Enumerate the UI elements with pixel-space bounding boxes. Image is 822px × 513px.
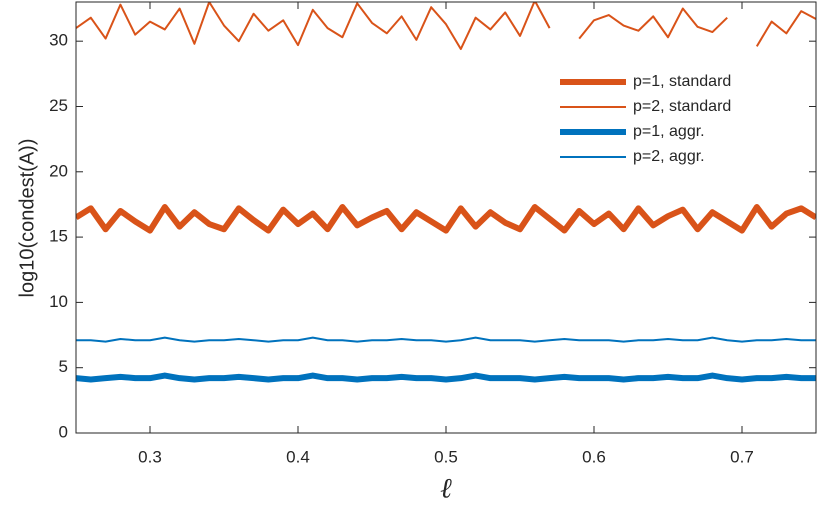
data-line — [76, 204, 816, 234]
x-tick-label: 0.7 — [730, 447, 754, 466]
x-tick-label: 0.5 — [434, 447, 458, 466]
y-tick-label: 0 — [59, 422, 68, 441]
data-line — [76, 336, 816, 343]
y-tick-label: 25 — [49, 96, 68, 115]
x-tick-label: 0.6 — [582, 447, 606, 466]
legend-label: p=1, standard — [633, 73, 731, 90]
y-tick-label: 20 — [49, 161, 68, 180]
y-axis-label: log10(condest(A)) — [16, 139, 38, 298]
data-line — [76, 372, 816, 383]
plot-area — [76, 2, 816, 383]
x-tick-label: 0.4 — [286, 447, 310, 466]
y-tick-label: 30 — [49, 31, 68, 50]
y-tick-label: 15 — [49, 227, 68, 246]
data-line — [76, 2, 816, 51]
legend-label: p=1, aggr. — [633, 123, 705, 140]
legend-label: p=2, standard — [633, 98, 731, 115]
x-axis-label: ℓ — [440, 472, 452, 505]
y-tick-label: 10 — [49, 292, 68, 311]
y-tick-label: 5 — [59, 357, 68, 376]
legend-label: p=2, aggr. — [633, 148, 705, 165]
x-tick-label: 0.3 — [138, 447, 162, 466]
